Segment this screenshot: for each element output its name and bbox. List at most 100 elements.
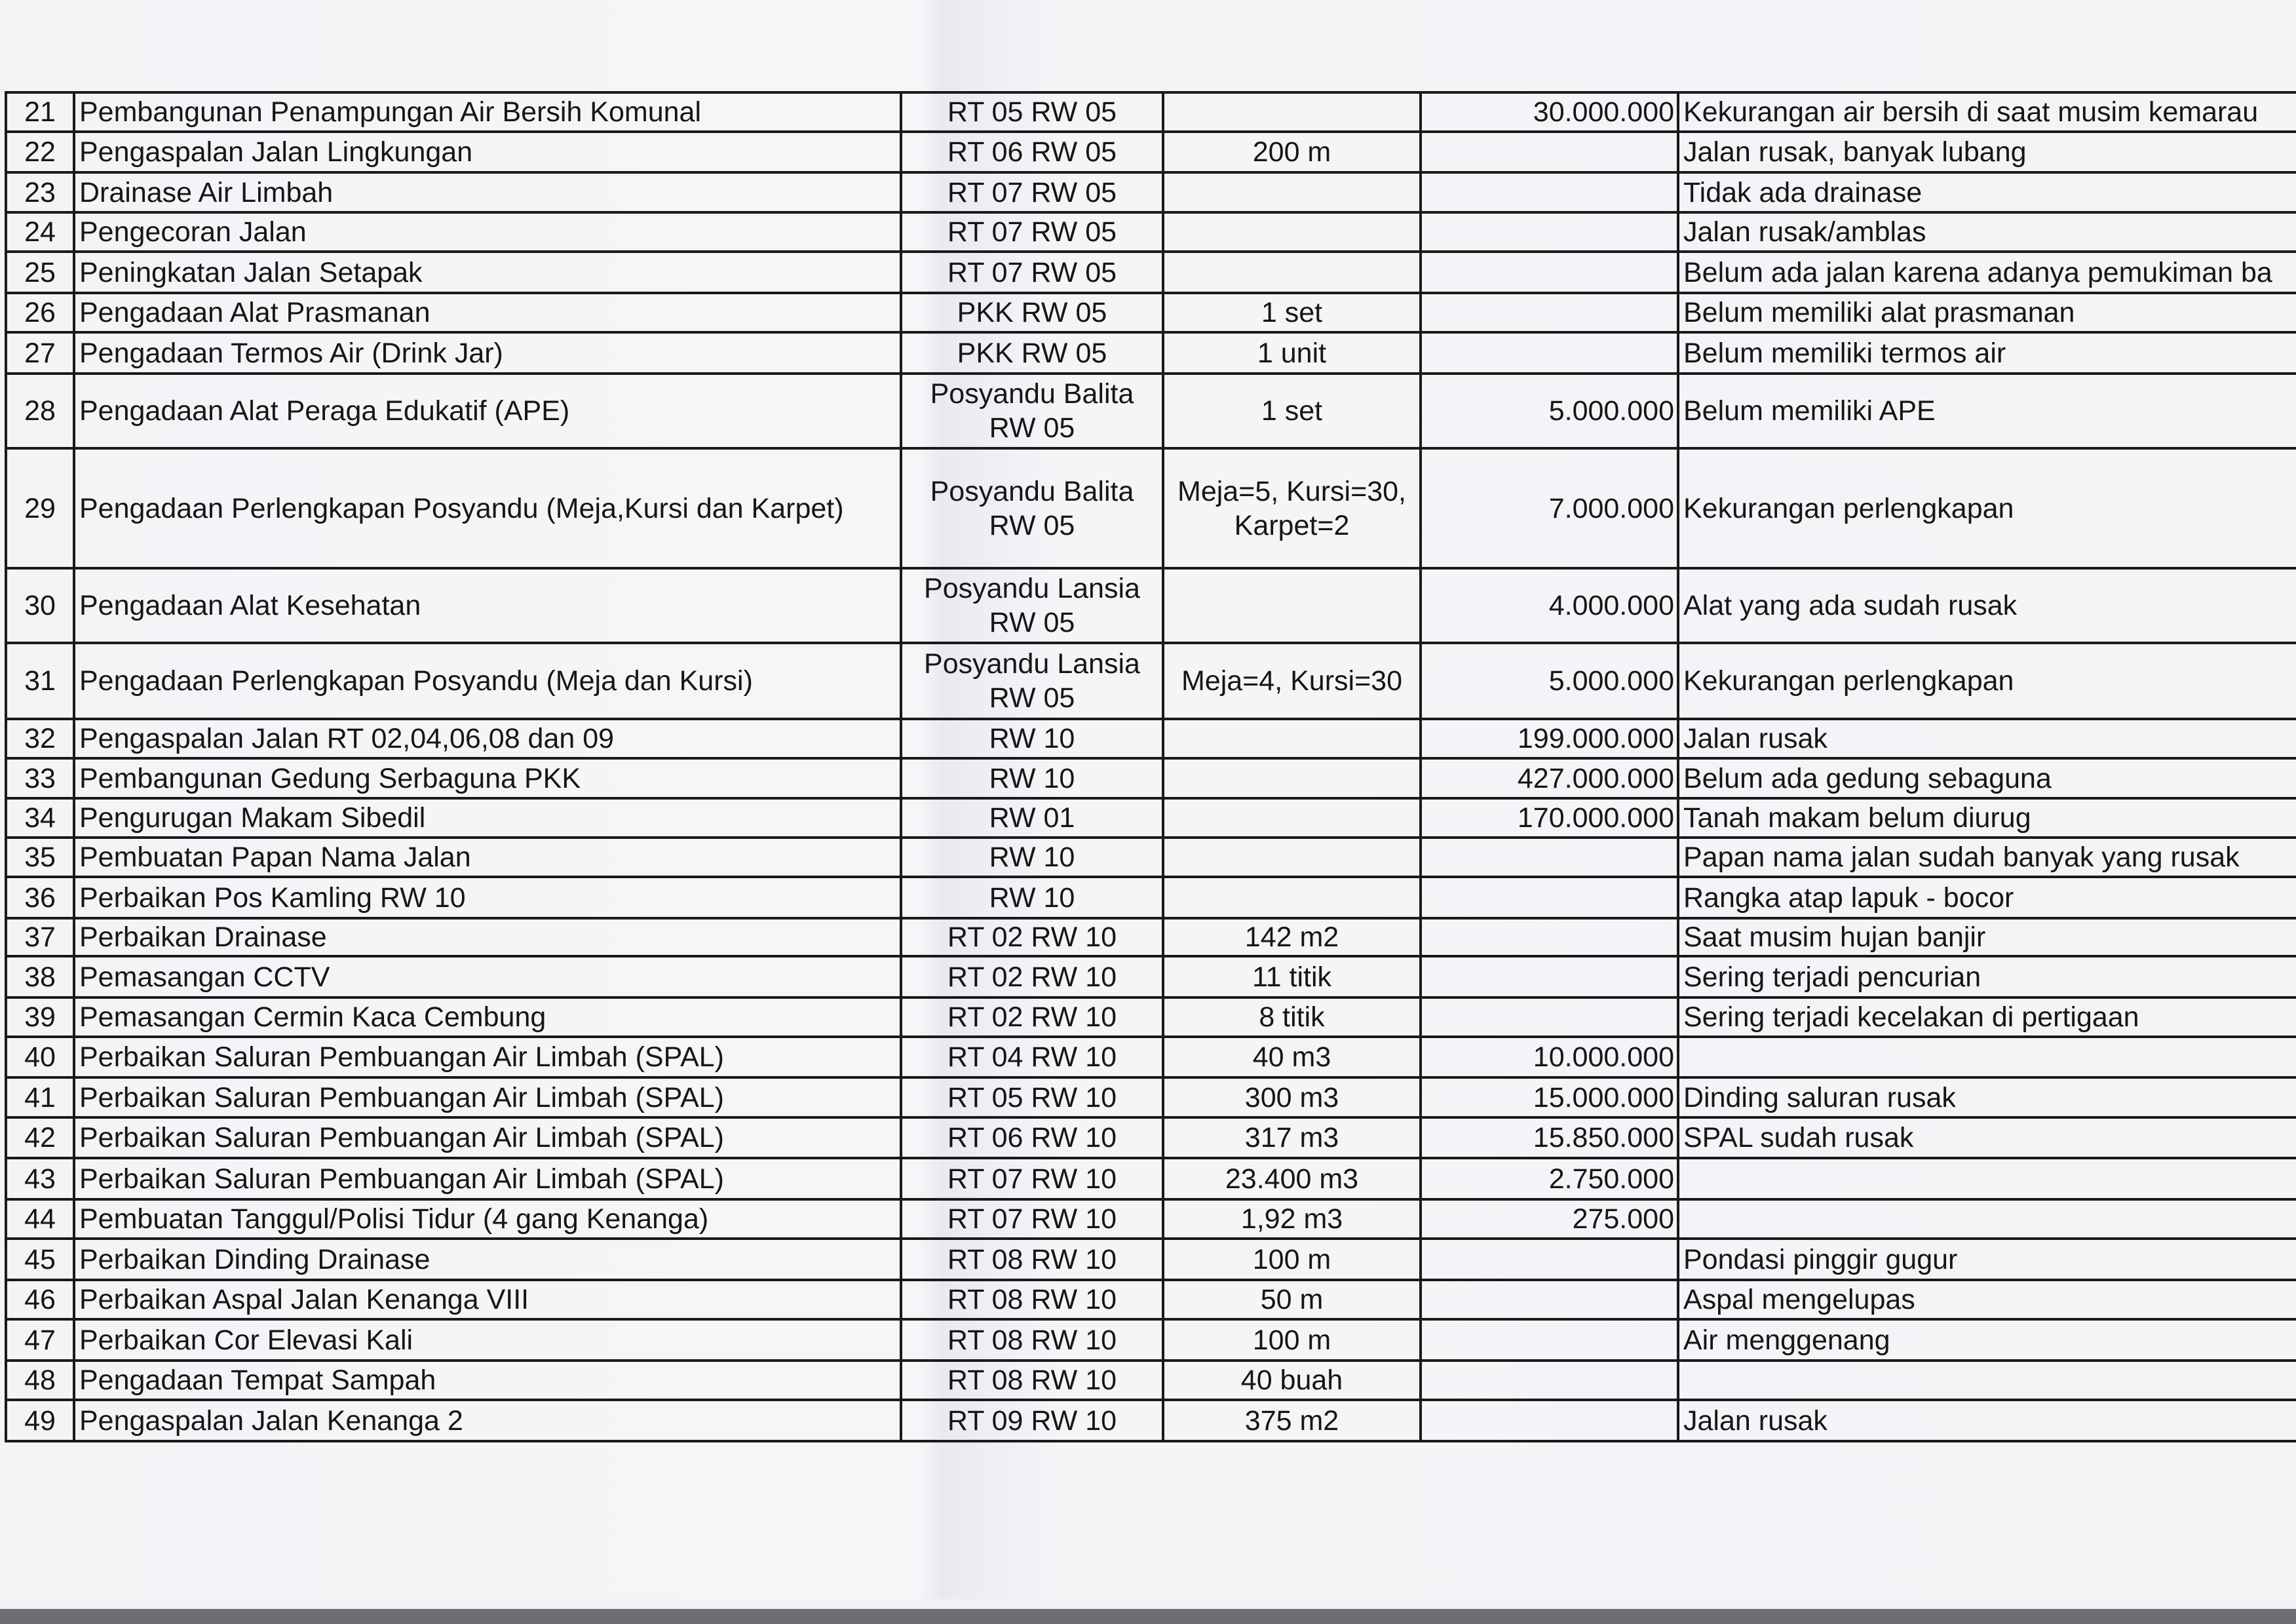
cell-problem: Air menggenang <box>1677 1318 2296 1362</box>
table-row: 48 Pengadaan Tempat Sampah RT 08 RW 10 40 b… <box>5 1359 2296 1401</box>
cell-location: RT 07 RW 10 <box>900 1157 1164 1201</box>
activity-table: 21 Pembangunan Penampungan Air Bersih Kom… <box>5 91 2296 1442</box>
cell-volume: 40 m3 <box>1162 1035 1422 1079</box>
cell-problem: Belum memiliki alat prasmanan <box>1677 292 2296 334</box>
cell-row-number: 39 <box>5 996 75 1038</box>
cell-activity-name: Perbaikan Cor Elevasi Kali <box>73 1318 902 1362</box>
cell-row-number: 43 <box>5 1157 75 1201</box>
table-row: 41 Perbaikan Saluran Pembuangan Air Limba… <box>5 1076 2296 1119</box>
cell-problem: Dinding saluran rusak <box>1677 1076 2296 1119</box>
cell-cost: 15.000.000 <box>1419 1076 1679 1119</box>
cell-row-number: 21 <box>5 91 75 133</box>
cell-volume: 1 set <box>1162 372 1422 450</box>
cell-cost: 427.000.000 <box>1419 757 1679 800</box>
table-row: 27 Pengadaan Termos Air (Drink Jar) PKK RW… <box>5 331 2296 375</box>
cell-problem: Sering terjadi kecelakan di pertigaan <box>1677 996 2296 1038</box>
cell-volume <box>1162 718 1422 760</box>
cell-row-number: 31 <box>5 642 75 720</box>
cell-problem: Kekurangan perlengkapan <box>1677 447 2296 570</box>
cell-volume <box>1162 797 1422 839</box>
cell-activity-name: Perbaikan Dinding Drainase <box>73 1237 902 1281</box>
table-row: 47 Perbaikan Cor Elevasi Kali RT 08 RW 10 1… <box>5 1318 2296 1362</box>
cell-activity-name: Perbaikan Aspal Jalan Kenanga VIII <box>73 1279 902 1321</box>
cell-problem: Belum ada gedung sebaguna <box>1677 757 2296 800</box>
cell-problem: Sering terjadi pencurian <box>1677 955 2296 999</box>
table-row: 46 Perbaikan Aspal Jalan Kenanga VIII RT 0… <box>5 1279 2296 1321</box>
cell-volume: 142 m2 <box>1162 917 1422 957</box>
cell-volume: Meja=5, Kursi=30, Karpet=2 <box>1162 447 1422 570</box>
cell-volume <box>1162 211 1422 253</box>
cell-volume: Meja=4, Kursi=30 <box>1162 642 1422 720</box>
cell-activity-name: Drainase Air Limbah <box>73 171 902 214</box>
cell-problem: Alat yang ada sudah rusak <box>1677 567 2296 644</box>
cell-cost <box>1419 996 1679 1038</box>
cell-problem: Tanah makam belum diurug <box>1677 797 2296 839</box>
cell-row-number: 41 <box>5 1076 75 1119</box>
cell-activity-name: Pengadaan Alat Peraga Edukatif (APE) <box>73 372 902 450</box>
cell-cost: 2.750.000 <box>1419 1157 1679 1201</box>
cell-location: RT 07 RW 05 <box>900 171 1164 214</box>
cell-location: RT 07 RW 05 <box>900 211 1164 253</box>
table-row: 37 Perbaikan Drainase RT 02 RW 10 142 m2 Saa… <box>5 917 2296 957</box>
cell-cost: 7.000.000 <box>1419 447 1679 570</box>
table-row: 26 Pengadaan Alat Prasmanan PKK RW 05 1 set… <box>5 292 2296 334</box>
cell-volume: 317 m3 <box>1162 1116 1422 1159</box>
cell-volume: 23.400 m3 <box>1162 1157 1422 1201</box>
cell-row-number: 38 <box>5 955 75 999</box>
cell-row-number: 44 <box>5 1198 75 1240</box>
cell-activity-name: Pengadaan Perlengkapan Posyandu (Meja da… <box>73 642 902 720</box>
cell-problem: Kekurangan air bersih di saat musim kema… <box>1677 91 2296 133</box>
cell-location: Posyandu Lansia RW 05 <box>900 567 1164 644</box>
table-row: 30 Pengadaan Alat Kesehatan Posyandu Lansi… <box>5 567 2296 644</box>
cell-problem: Jalan rusak, banyak lubang <box>1677 130 2296 174</box>
cell-activity-name: Pengaspalan Jalan Kenanga 2 <box>73 1399 902 1442</box>
cell-row-number: 36 <box>5 876 75 919</box>
table-row: 28 Pengadaan Alat Peraga Edukatif (APE) Po… <box>5 372 2296 450</box>
cell-activity-name: Pengaspalan Jalan RT 02,04,06,08 dan 09 <box>73 718 902 760</box>
table-row: 34 Pengurugan Makam Sibedil RW 01 170.000.0… <box>5 797 2296 839</box>
cell-volume: 8 titik <box>1162 996 1422 1038</box>
cell-row-number: 35 <box>5 836 75 878</box>
cell-location: RW 01 <box>900 797 1164 839</box>
cell-row-number: 46 <box>5 1279 75 1321</box>
table-row: 29 Pengadaan Perlengkapan Posyandu (Meja,… <box>5 447 2296 570</box>
cell-row-number: 42 <box>5 1116 75 1159</box>
table-row: 39 Pemasangan Cermin Kaca Cembung RT 02 RW… <box>5 996 2296 1038</box>
cell-problem <box>1677 1198 2296 1240</box>
cell-row-number: 40 <box>5 1035 75 1079</box>
cell-location: RT 08 RW 10 <box>900 1279 1164 1321</box>
cell-cost: 4.000.000 <box>1419 567 1679 644</box>
cell-location: RW 10 <box>900 836 1164 878</box>
cell-activity-name: Peningkatan Jalan Setapak <box>73 250 902 294</box>
cell-cost <box>1419 1399 1679 1442</box>
cell-volume <box>1162 757 1422 800</box>
cell-problem: Jalan rusak <box>1677 718 2296 760</box>
cell-row-number: 47 <box>5 1318 75 1362</box>
cell-cost: 5.000.000 <box>1419 642 1679 720</box>
cell-activity-name: Pembuatan Tanggul/Polisi Tidur (4 gang K… <box>73 1198 902 1240</box>
cell-cost: 199.000.000 <box>1419 718 1679 760</box>
cell-volume <box>1162 876 1422 919</box>
cell-volume: 300 m3 <box>1162 1076 1422 1119</box>
cell-problem: Jalan rusak/amblas <box>1677 211 2296 253</box>
cell-problem: SPAL sudah rusak <box>1677 1116 2296 1159</box>
cell-activity-name: Pemasangan Cermin Kaca Cembung <box>73 996 902 1038</box>
cell-location: RT 08 RW 10 <box>900 1237 1164 1281</box>
cell-volume: 1 set <box>1162 292 1422 334</box>
table-row: 40 Perbaikan Saluran Pembuangan Air Limba… <box>5 1035 2296 1079</box>
cell-volume: 100 m <box>1162 1237 1422 1281</box>
cell-volume: 100 m <box>1162 1318 1422 1362</box>
cell-cost <box>1419 1318 1679 1362</box>
cell-row-number: 23 <box>5 171 75 214</box>
table-row: 22 Pengaspalan Jalan Lingkungan RT 06 RW 0… <box>5 130 2296 174</box>
cell-problem: Rangka atap lapuk - bocor <box>1677 876 2296 919</box>
cell-problem: Saat musim hujan banjir <box>1677 917 2296 957</box>
cell-row-number: 28 <box>5 372 75 450</box>
cell-problem: Belum memiliki termos air <box>1677 331 2296 375</box>
cell-volume <box>1162 91 1422 133</box>
cell-row-number: 29 <box>5 447 75 570</box>
cell-row-number: 33 <box>5 757 75 800</box>
table-row: 36 Perbaikan Pos Kamling RW 10 RW 10 Rangka… <box>5 876 2296 919</box>
cell-cost <box>1419 955 1679 999</box>
table-row: 25 Peningkatan Jalan Setapak RT 07 RW 05 Be… <box>5 250 2296 294</box>
